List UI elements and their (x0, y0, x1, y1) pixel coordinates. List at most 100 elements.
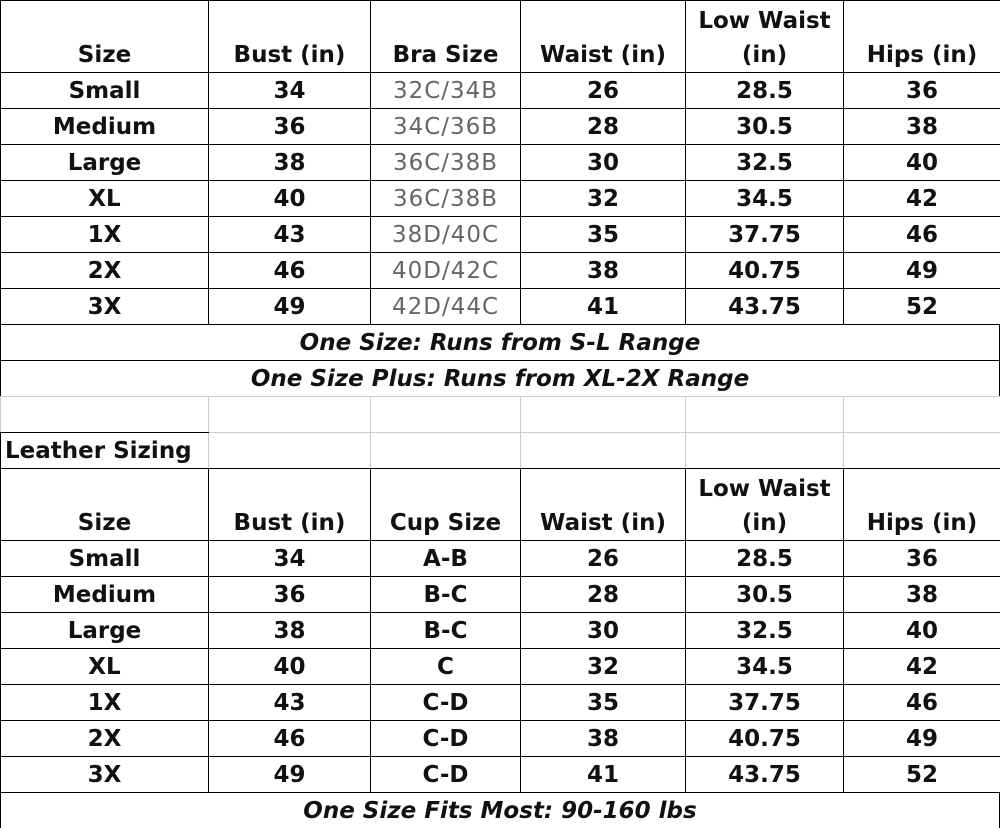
table-cell: XL (0, 180, 209, 217)
header-cell: Size (0, 0, 209, 73)
table-cell: 40 (208, 648, 371, 685)
table-cell: 35 (520, 216, 686, 253)
table-cell: 26 (520, 72, 686, 109)
table-cell: 36 (208, 576, 371, 613)
table-cell: 41 (520, 288, 686, 325)
table-cell: 28.5 (685, 540, 844, 577)
table-cell: 49 (208, 756, 371, 793)
table-cell: 34.5 (685, 180, 844, 217)
table-cell: Medium (0, 108, 209, 145)
blank-cell (208, 432, 371, 469)
blank-cell (843, 396, 1000, 433)
table-cell: 28 (520, 108, 686, 145)
table-cell: 3X (0, 288, 209, 325)
table-cell: C (370, 648, 521, 685)
note: One Size Plus: Runs from XL-2X Range (0, 360, 1000, 397)
table-cell: 3X (0, 756, 209, 793)
table-cell: 38 (520, 720, 686, 757)
table-cell: 40 (208, 180, 371, 217)
table-cell: B-C (370, 576, 521, 613)
table-cell: 30 (520, 612, 686, 649)
note: One Size: Runs from S-L Range (0, 324, 1000, 361)
table-cell: Medium (0, 576, 209, 613)
table-cell: 36 (843, 72, 1000, 109)
table-cell: 43.75 (685, 756, 844, 793)
table-cell: 2X (0, 252, 209, 289)
header-cell: Size (0, 468, 209, 541)
table-cell: 30.5 (685, 108, 844, 145)
blank-cell (370, 432, 521, 469)
table-cell: 26 (520, 540, 686, 577)
header-cell: Cup Size (370, 468, 521, 541)
section-title: Leather Sizing (0, 432, 209, 469)
table-cell: 32.5 (685, 612, 844, 649)
table-cell: 28 (520, 576, 686, 613)
table-cell: 41 (520, 756, 686, 793)
table-cell: 34 (208, 72, 371, 109)
table-cell: B-C (370, 612, 521, 649)
table-cell: 37.75 (685, 684, 844, 721)
table-cell: 49 (208, 288, 371, 325)
table-cell: 49 (843, 720, 1000, 757)
table-cell: 32 (520, 648, 686, 685)
table-cell: 52 (843, 288, 1000, 325)
blank-cell (520, 432, 686, 469)
table-cell: 32C/34B (370, 72, 521, 109)
table-cell: 46 (843, 216, 1000, 253)
table-cell: A-B (370, 540, 521, 577)
table-cell: 42 (843, 648, 1000, 685)
table-cell: 36 (208, 108, 371, 145)
table-cell: 30.5 (685, 576, 844, 613)
table-cell: XL (0, 648, 209, 685)
table-cell: 36C/38B (370, 180, 521, 217)
blank-cell (520, 396, 686, 433)
header-cell: Bra Size (370, 0, 521, 73)
table-cell: Large (0, 144, 209, 181)
table-cell: 1X (0, 216, 209, 253)
table-cell: 38D/40C (370, 216, 521, 253)
blank-cell (843, 432, 1000, 469)
header-cell: Hips (in) (843, 468, 1000, 541)
table-cell: 40.75 (685, 720, 844, 757)
table-cell: 42D/44C (370, 288, 521, 325)
table-cell: 40 (843, 612, 1000, 649)
table-cell: 34.5 (685, 648, 844, 685)
table-cell: 32.5 (685, 144, 844, 181)
table-cell: 34C/36B (370, 108, 521, 145)
header-cell: Low Waist (in) (685, 0, 844, 73)
blank-cell (208, 396, 371, 433)
table-cell: 36C/38B (370, 144, 521, 181)
table-cell: Large (0, 612, 209, 649)
header-cell: Bust (in) (208, 468, 371, 541)
table-cell: 49 (843, 252, 1000, 289)
header-cell: Low Waist (in) (685, 468, 844, 541)
table-cell: 42 (843, 180, 1000, 217)
table-cell: 37.75 (685, 216, 844, 253)
table-cell: 35 (520, 684, 686, 721)
blank-cell (0, 396, 209, 433)
table-cell: C-D (370, 756, 521, 793)
note: One Size Fits Most: 90-160 lbs (0, 792, 1000, 828)
blank-cell (685, 432, 844, 469)
table-cell: 52 (843, 756, 1000, 793)
table-cell: 1X (0, 684, 209, 721)
table-cell: 40.75 (685, 252, 844, 289)
table-cell: 2X (0, 720, 209, 757)
table-cell: 46 (208, 252, 371, 289)
table-cell: 30 (520, 144, 686, 181)
table-cell: C-D (370, 720, 521, 757)
table-cell: 46 (208, 720, 371, 757)
blank-cell (685, 396, 844, 433)
table-cell: Small (0, 540, 209, 577)
table-cell: 38 (520, 252, 686, 289)
table-cell: 43.75 (685, 288, 844, 325)
table-cell: C-D (370, 684, 521, 721)
table-cell: Small (0, 72, 209, 109)
table-cell: 46 (843, 684, 1000, 721)
blank-cell (370, 396, 521, 433)
table-cell: 34 (208, 540, 371, 577)
table-cell: 38 (208, 612, 371, 649)
table-cell: 38 (843, 108, 1000, 145)
table-cell: 28.5 (685, 72, 844, 109)
